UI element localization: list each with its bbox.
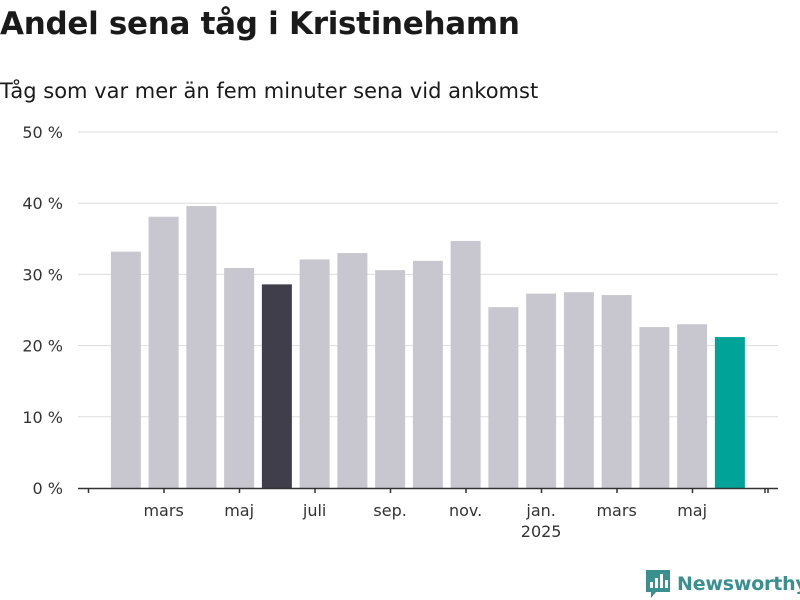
x-tick-label: sep. [373,501,406,520]
x-tick-label: juli [302,501,326,520]
bar [526,293,557,488]
y-tick-label: 50 % [22,123,63,142]
bar [224,267,255,488]
y-tick-label: 40 % [22,194,63,213]
x-axis-labels: mars maj juli sep. nov. jan. 2025 mars maj [143,501,707,541]
x-tick-sublabel: 2025 [521,522,562,541]
bar [714,337,745,488]
y-tick-label: 30 % [22,265,63,284]
x-axis [78,487,778,493]
bar [488,307,519,488]
brand-name: Newsworthy [677,573,800,595]
x-tick-label: maj [677,501,707,520]
bar [375,270,406,488]
bar [186,206,217,488]
bar [412,260,443,488]
bar [261,284,292,488]
y-tick-label: 20 % [22,337,63,356]
bar [677,324,708,488]
y-tick-label: 10 % [22,408,63,427]
bars [110,206,745,488]
x-tick-label: mars [596,501,636,520]
bar [639,327,670,488]
y-axis-labels: 0 % 10 % 20 % 30 % 40 % 50 % [22,123,63,498]
y-tick-label: 0 % [33,479,63,498]
bar [299,259,330,488]
bar [450,240,481,488]
chart-subtitle: Tåg som var mer än fem minuter sena vid … [0,79,539,103]
bar [337,253,368,488]
bar [148,216,179,488]
bar [601,295,632,488]
x-tick-label: nov. [449,501,482,520]
chart-title: Andel sena tåg i Kristinehamn [0,6,520,42]
bar [563,292,594,488]
x-tick-label: jan. [525,501,555,520]
newsworthy-logo-icon [646,570,670,598]
newsworthy-logo: Newsworthy [645,568,800,600]
x-tick-label: mars [143,501,183,520]
bar [110,251,141,488]
x-tick-label: maj [224,501,254,520]
